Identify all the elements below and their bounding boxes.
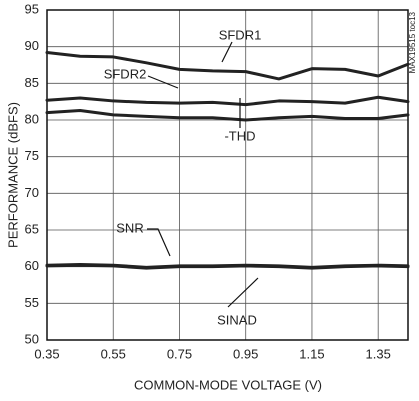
series-line [45,263,410,270]
leader-line [227,277,259,308]
x-tick-label: 0.55 [101,346,126,361]
y-tick-label: 85 [25,75,39,90]
y-tick-label: 50 [25,331,39,346]
y-tick-label: 55 [25,295,39,310]
y-tick-label: 95 [25,1,39,16]
x-tick-label: 1.35 [366,346,391,361]
y-axis-label: PERFORMANCE (dBFS) [5,102,20,248]
x-axis-label: COMMON-MODE VOLTAGE (V) [134,377,322,392]
series-label: SNR [116,220,143,235]
x-tick-label: 0.75 [167,346,192,361]
y-tick-label: 75 [25,148,39,163]
series-label: SINAD [217,312,257,327]
series-label: -THD [224,128,255,143]
plot-frame [46,9,409,341]
series-line [45,51,410,81]
x-tick-label: 0.95 [233,346,258,361]
y-tick-label: 60 [25,258,39,273]
x-tick-label: 1.15 [299,346,324,361]
leader-line [147,228,171,257]
annotation: MAX19515 toc13 [408,11,417,73]
series-label: SFDR2 [104,66,147,81]
x-tick-label: 0.35 [34,346,59,361]
leader-line [147,75,179,89]
y-tick-label: 65 [25,221,39,236]
y-tick-label: 70 [25,185,39,200]
y-tick-label: 90 [25,38,39,53]
series-line [45,108,410,122]
y-tick-label: 80 [25,111,39,126]
series-line [45,95,410,107]
series-label: SFDR1 [219,27,262,42]
leader-line [221,41,233,63]
